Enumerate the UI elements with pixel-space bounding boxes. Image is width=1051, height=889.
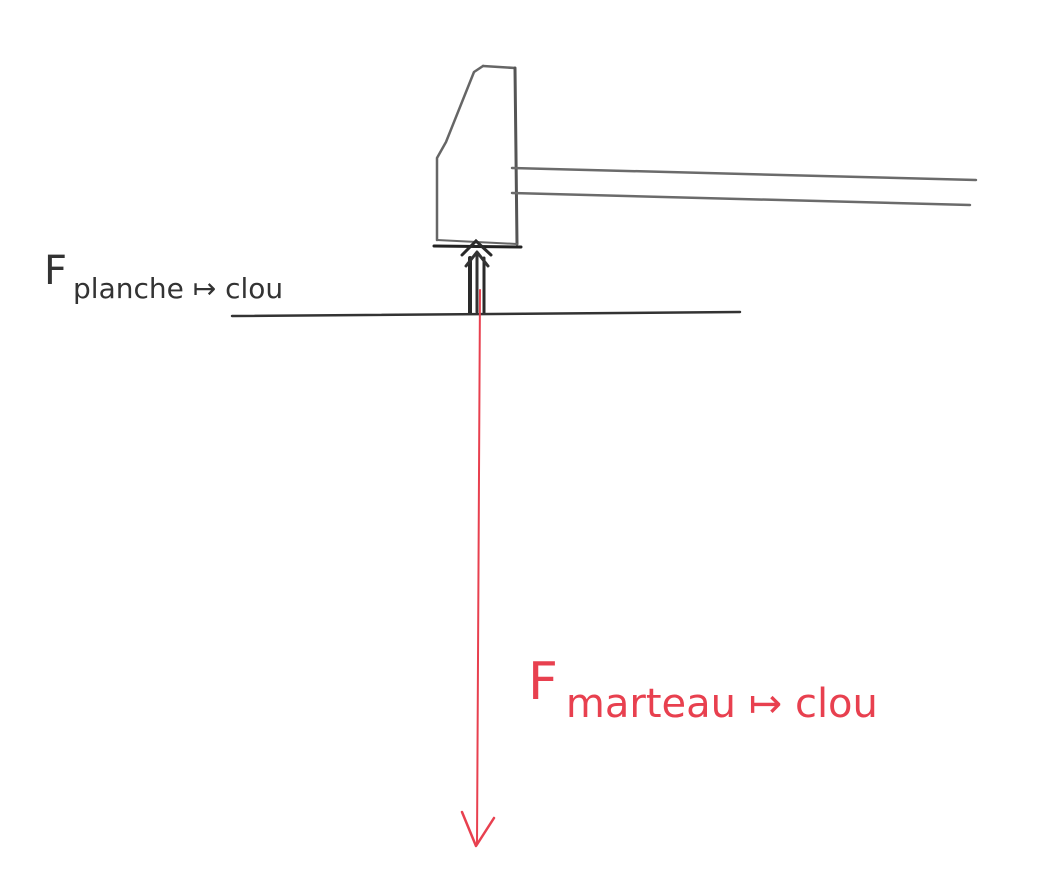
force-marteau-symbol: F — [528, 652, 558, 712]
force-marteau-subscript: marteau ↦ clou — [565, 681, 878, 727]
nail — [460, 238, 493, 315]
hammer-handle — [510, 166, 978, 207]
board-surface — [230, 310, 742, 318]
force-planche-symbol: F — [44, 248, 68, 294]
force-marteau-arrow — [460, 289, 496, 848]
hammer-head — [432, 64, 523, 249]
force-planche-arrow — [464, 250, 490, 314]
force-planche-subscript: planche ↦ clou — [73, 272, 284, 305]
